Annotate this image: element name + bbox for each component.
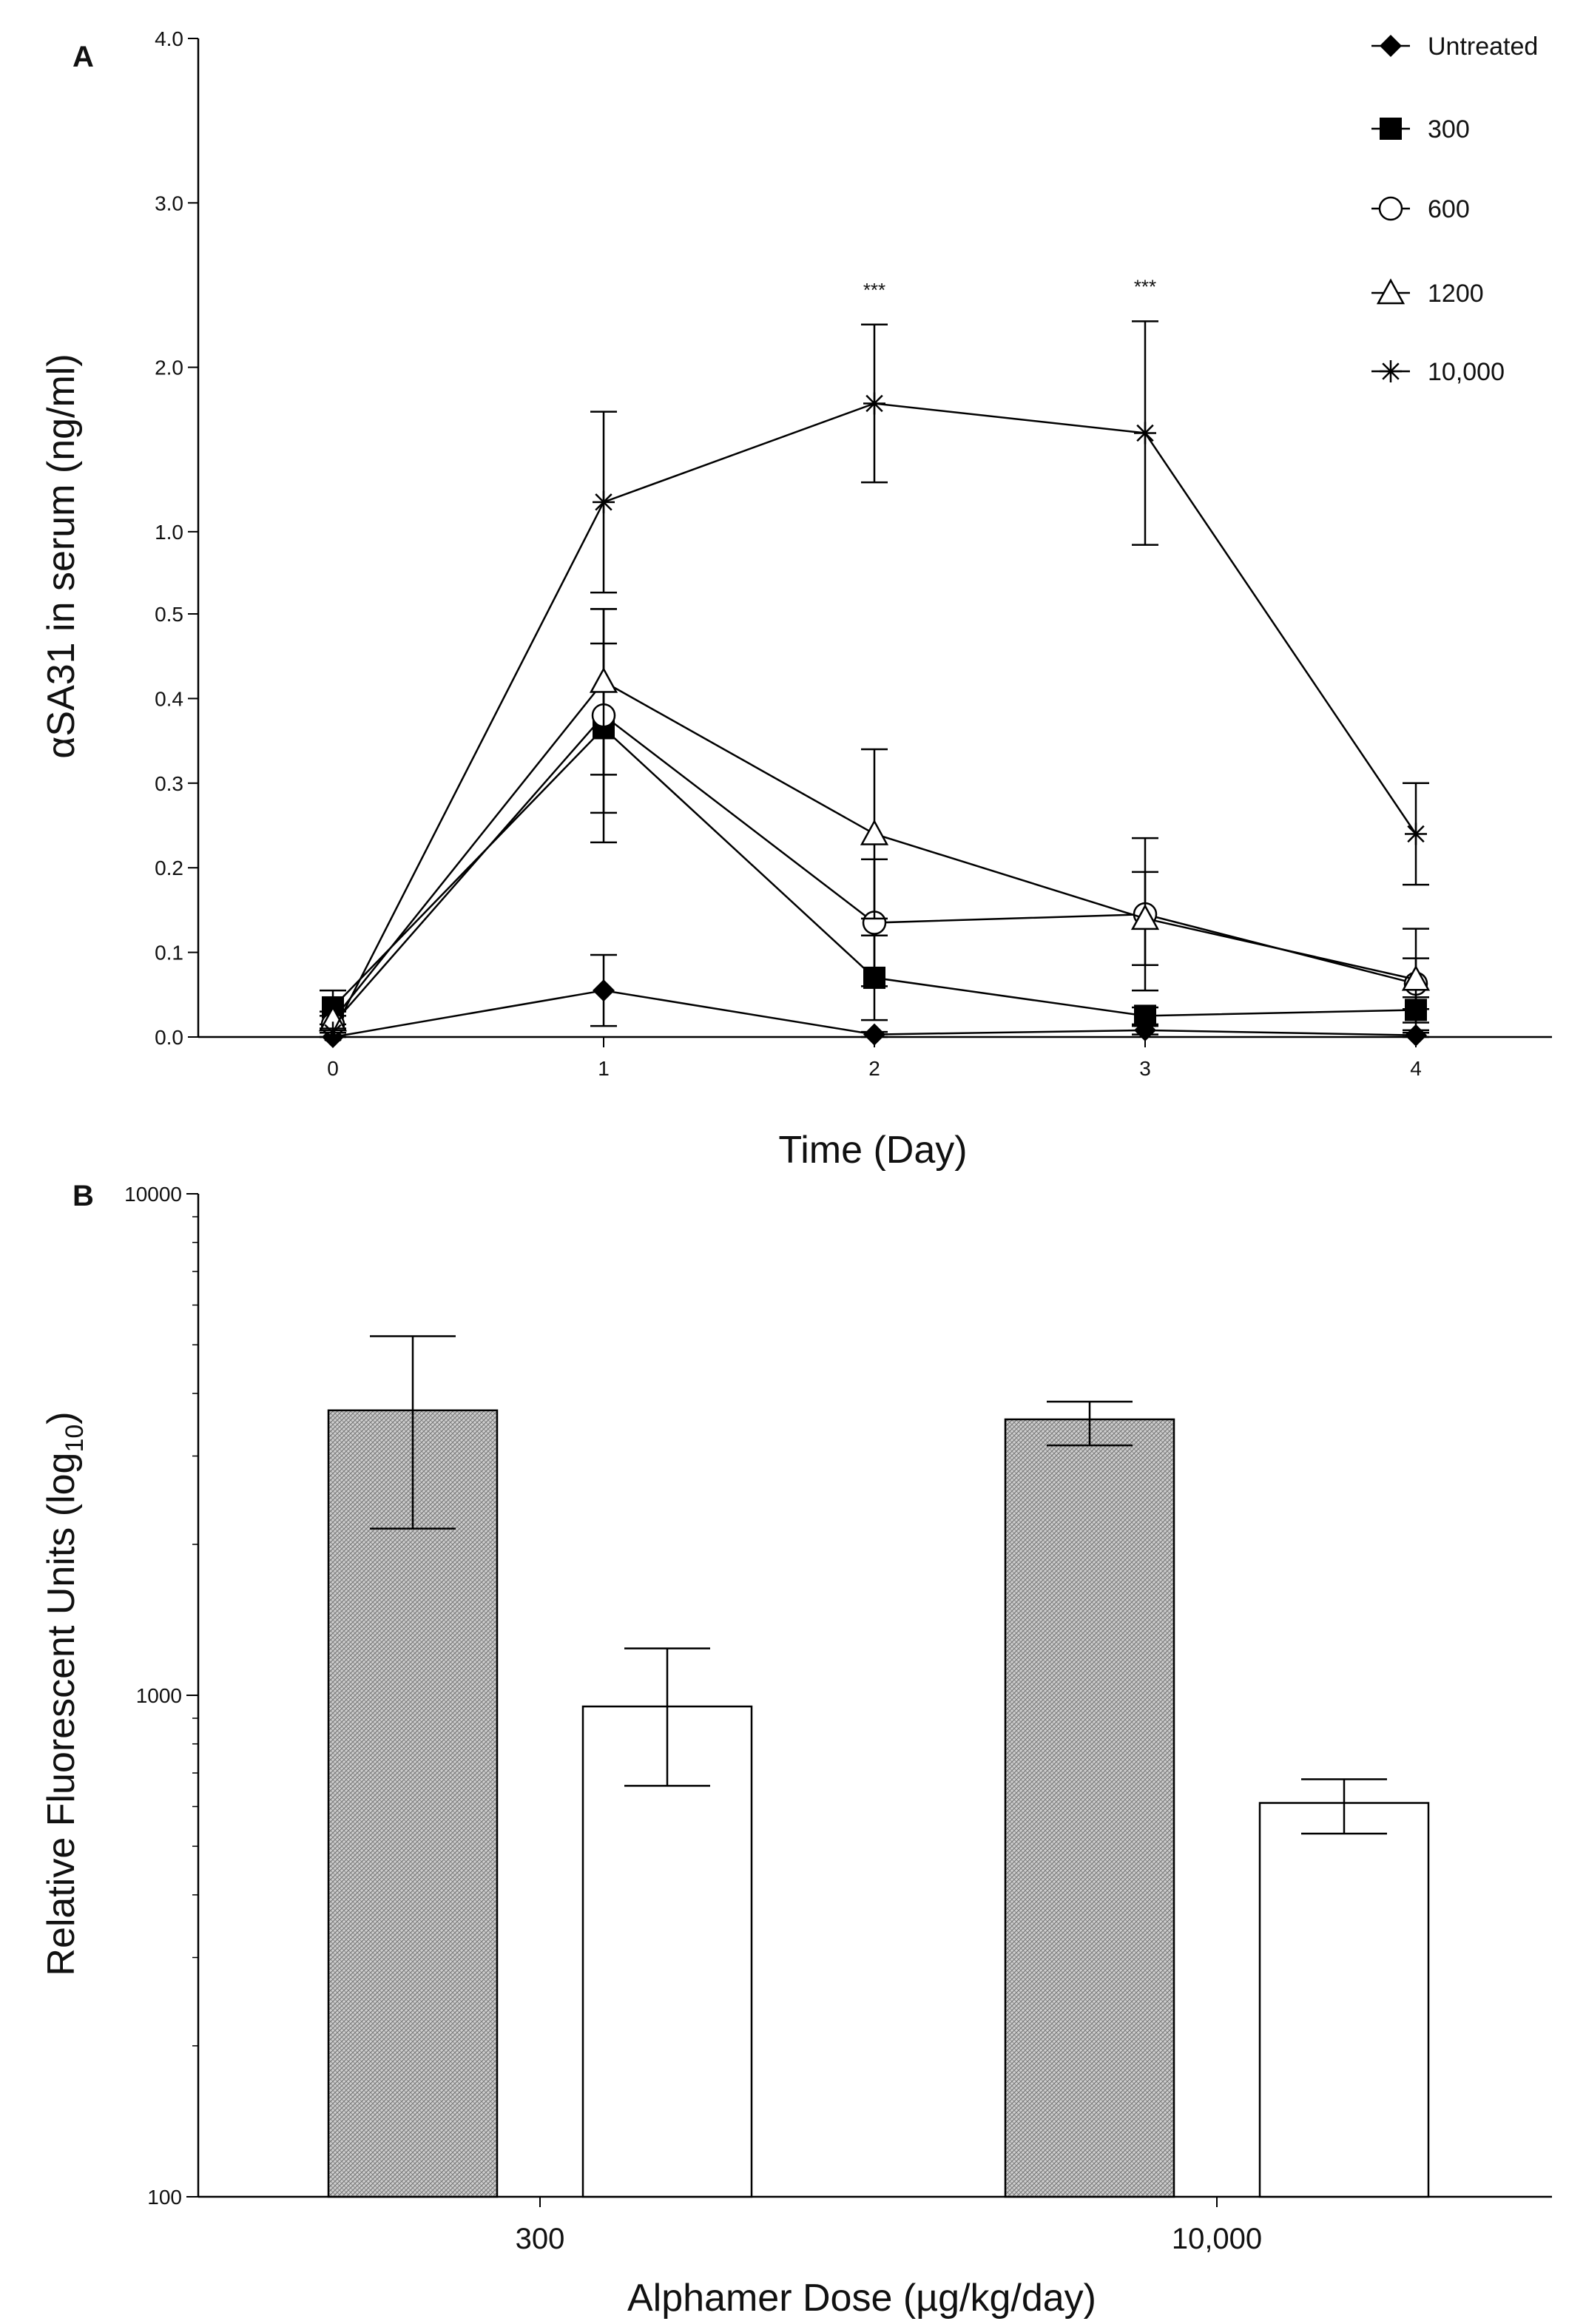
panel-a-x-tick-label: 2 <box>868 1057 880 1080</box>
legend-item-10-000: 10,000 <box>1371 358 1505 386</box>
data-point-10-000-stroke <box>1136 424 1154 442</box>
data-point-untreated <box>863 1023 885 1046</box>
data-point-1200 <box>860 819 889 845</box>
panel-a-y-tick-label: 0.1 <box>155 942 183 965</box>
legend-label-untreated: Untreated <box>1428 33 1538 61</box>
panel-a-y-tick-label: 2.0 <box>155 357 183 379</box>
panel-a-x-tick-label: 0 <box>327 1057 339 1080</box>
data-point-untreated <box>593 979 615 1002</box>
panel-a: A αSA31 in serum (ng/ml) Time (Day) 0.00… <box>40 27 1552 1172</box>
legend-item-300: 300 <box>1371 115 1470 143</box>
panel-b-category-label: 10,000 <box>1172 2223 1262 2255</box>
panel-a-axes: 0.0 0.1 0.2 0.3 0.4 0.5 1.0 2.0 3.0 4.0 0 1 2 3 4 <box>155 27 1552 1080</box>
data-point-1200 <box>589 666 618 693</box>
panel-a-x-tick-label: 3 <box>1139 1057 1151 1080</box>
panel-b-y-axis-title: Relative Fluorescent Units (log10) <box>40 1411 89 1976</box>
legend-marker-1200 <box>1376 278 1406 305</box>
panel-b-y-tick-label: 10000 <box>124 1183 182 1206</box>
legend-marker-10-000-stroke <box>1382 362 1400 380</box>
legend-item-1200: 1200 <box>1371 278 1484 308</box>
legend: Untreated 300 600 1200 10,000 <box>1371 33 1538 386</box>
data-point-300 <box>1134 1004 1156 1027</box>
panel-b: B Relative Fluorescent Units (log10) Alp… <box>40 1180 1552 2320</box>
data-point-1200 <box>1130 904 1160 930</box>
data-point-10-000-stroke <box>865 394 883 413</box>
significance-annotation: *** <box>863 279 885 301</box>
panel-a-annotations: *** *** <box>863 275 1156 300</box>
panel-a-y-tick-label: 3.0 <box>155 192 183 215</box>
legend-label-600: 600 <box>1428 195 1470 223</box>
bar-open-300 <box>581 1705 753 2198</box>
series-1200 <box>318 608 1431 1032</box>
bar-shaded-10-000 <box>1004 1418 1175 2198</box>
legend-label-1200: 1200 <box>1428 280 1484 308</box>
significance-annotation: *** <box>1134 275 1156 297</box>
data-point-10-000 <box>863 392 885 415</box>
panel-b-x-axis-title: Alphamer Dose (µg/kg/day) <box>627 2277 1096 2320</box>
legend-marker-600 <box>1378 196 1403 221</box>
panel-b-y-axis-title-suffix: ) <box>40 1411 83 1424</box>
panel-a-y-axis-title: αSA31 in serum (ng/ml) <box>40 354 83 758</box>
panel-a-y-tick-label: 0.4 <box>155 687 183 710</box>
legend-label-10-000: 10,000 <box>1428 358 1505 386</box>
bar-open-10-000 <box>1258 1802 1430 2198</box>
legend-item-untreated: Untreated <box>1371 33 1538 61</box>
panel-a-y-tick-label: 4.0 <box>155 27 183 50</box>
panel-b-y-axis-title-main: Relative Fluorescent Units (log <box>40 1453 83 1976</box>
panel-b-label: B <box>72 1180 94 1212</box>
panel-a-y-tick-label: 1.0 <box>155 521 183 544</box>
panel-a-x-tick-label: 1 <box>598 1057 610 1080</box>
legend-marker-untreated <box>1380 35 1402 57</box>
panel-b-y-tick-label: 1000 <box>136 1684 182 1707</box>
legend-item-600: 600 <box>1371 195 1470 223</box>
panel-a-y-tick-label: 0.5 <box>155 603 183 626</box>
panel-a-x-axis-title: Time (Day) <box>778 1129 967 1172</box>
legend-label-300: 300 <box>1428 115 1470 143</box>
panel-b-category-label: 300 <box>516 2223 565 2255</box>
panel-a-y-tick-label: 0.2 <box>155 857 183 879</box>
legend-marker-300 <box>1380 118 1402 140</box>
panel-b-y-axis-title-subscript: 10 <box>61 1425 89 1453</box>
panel-a-y-tick-label: 0.3 <box>155 772 183 795</box>
series-10-000 <box>320 320 1429 1044</box>
panel-a-plot-area <box>318 320 1431 1048</box>
data-point-10-000-stroke <box>1407 825 1425 843</box>
panel-b-y-tick-label: 100 <box>147 2186 182 2209</box>
bar-shaded-300 <box>327 1409 499 2198</box>
panel-a-y-tick-label: 0.0 <box>155 1026 183 1049</box>
panel-a-label: A <box>72 41 94 73</box>
legend-marker-10-000 <box>1380 360 1402 382</box>
data-point-10-000 <box>1134 422 1156 445</box>
panel-b-plot-area <box>327 1335 1430 2198</box>
data-point-10-000 <box>593 490 615 513</box>
data-point-10-000 <box>322 1021 344 1044</box>
panel-a-x-tick-label: 4 <box>1410 1057 1422 1080</box>
data-point-10-000-stroke <box>324 1024 342 1041</box>
data-point-1200 <box>1401 965 1431 991</box>
data-point-10-000 <box>1405 822 1427 845</box>
data-point-10-000-stroke <box>595 493 613 511</box>
